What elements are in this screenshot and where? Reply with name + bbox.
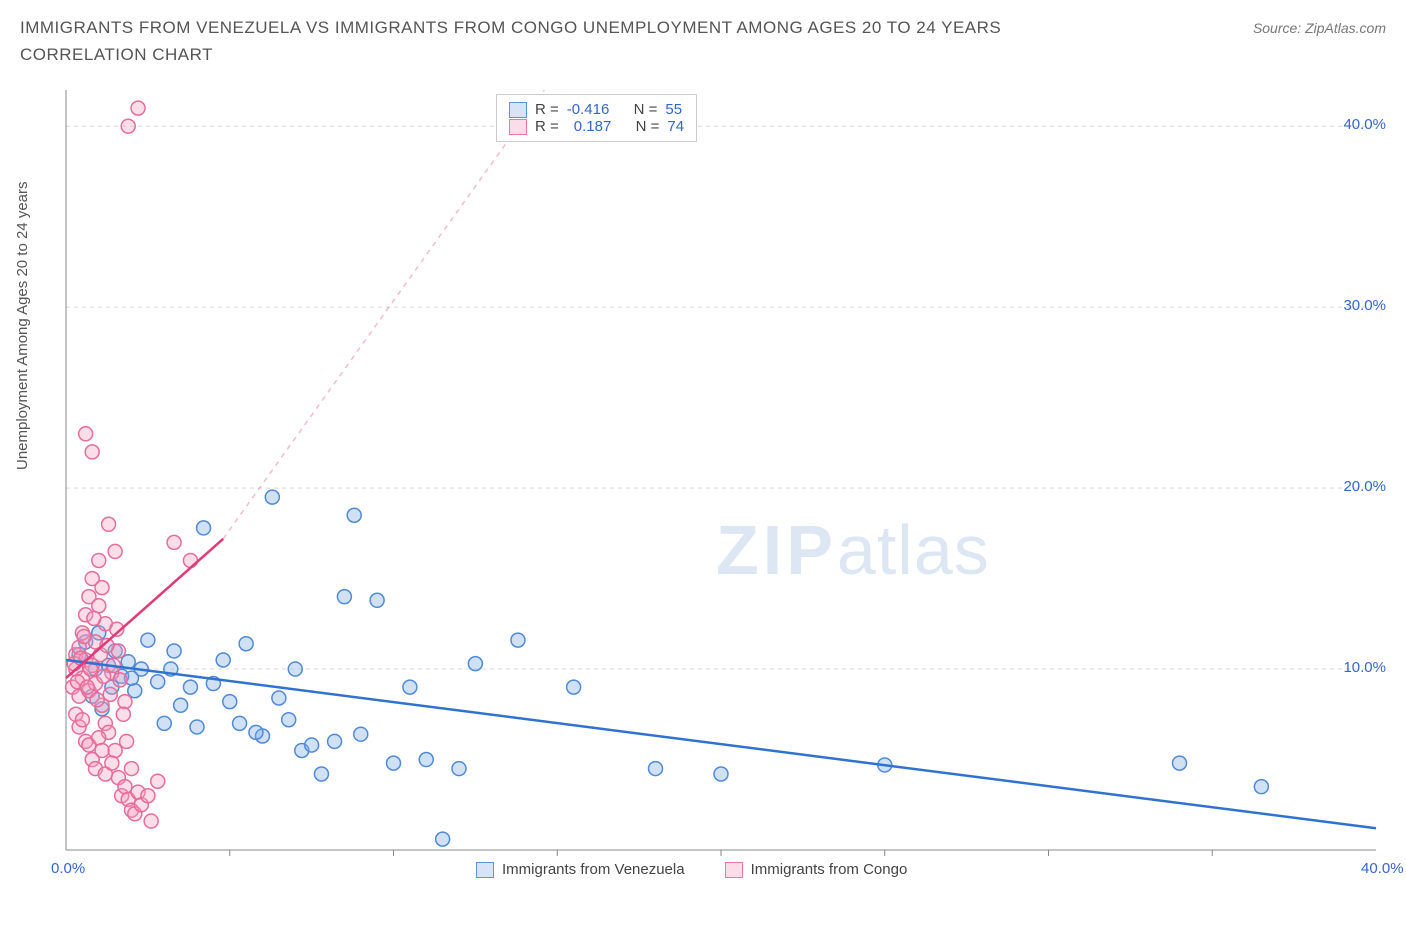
y-tick-label: 20.0% — [1316, 478, 1386, 495]
y-axis-label: Unemployment Among Ages 20 to 24 years — [14, 181, 31, 470]
stats-legend-box: R = -0.416 N = 55 R = 0.187 N = 74 — [496, 94, 697, 142]
chart-area: R = -0.416 N = 55 R = 0.187 N = 74 ZIPat… — [56, 90, 1386, 880]
y-tick-label: 30.0% — [1316, 297, 1386, 314]
source-attribution: Source: ZipAtlas.com — [1253, 20, 1386, 36]
swatch-pink-icon — [725, 862, 743, 878]
legend-row-venezuela: R = -0.416 N = 55 — [509, 101, 684, 118]
legend-item-congo: Immigrants from Congo — [725, 861, 908, 878]
swatch-blue-icon — [509, 102, 527, 118]
legend-label-venezuela: Immigrants from Venezuela — [502, 861, 685, 878]
stat-r-value-congo: 0.187 — [567, 118, 612, 135]
x-tick-label: 40.0% — [1361, 860, 1404, 877]
chart-title: IMMIGRANTS FROM VENEZUELA VS IMMIGRANTS … — [20, 14, 1130, 68]
stat-n-value-venezuela: 55 — [665, 101, 682, 118]
y-tick-label: 10.0% — [1316, 659, 1386, 676]
stat-n-value-congo: 74 — [667, 118, 684, 135]
stat-n-label: N = — [634, 101, 658, 118]
legend-item-venezuela: Immigrants from Venezuela — [476, 861, 685, 878]
x-tick-label: 0.0% — [51, 860, 85, 877]
swatch-pink-icon — [509, 119, 527, 135]
stat-r-label: R = — [535, 118, 559, 135]
legend-label-congo: Immigrants from Congo — [751, 861, 908, 878]
stat-r-label: R = — [535, 101, 559, 118]
series-legend: Immigrants from Venezuela Immigrants fro… — [476, 861, 907, 878]
stat-n-label: N = — [636, 118, 660, 135]
scatter-plot — [56, 90, 1386, 880]
y-tick-label: 40.0% — [1316, 116, 1386, 133]
swatch-blue-icon — [476, 862, 494, 878]
legend-row-congo: R = 0.187 N = 74 — [509, 118, 684, 135]
stat-r-value-venezuela: -0.416 — [567, 101, 610, 118]
